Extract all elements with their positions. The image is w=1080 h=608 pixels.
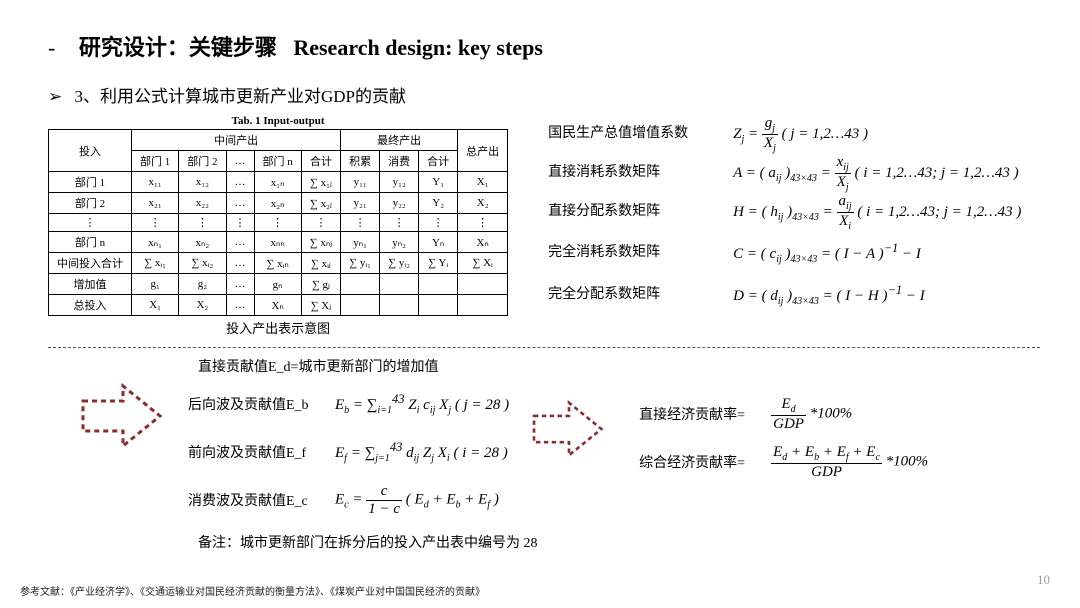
note-text: 备注：城市更新部门在拆分后的投入产出表中编号为 28	[48, 532, 1040, 552]
def-formula: A = ( aij )43×43 = xijXj ( i = 1,2…43; j…	[733, 154, 1018, 193]
subhead-text: 3、利用公式计算城市更新产业对GDP的贡献	[75, 87, 407, 106]
def-label: 直接分配系数矩阵	[548, 194, 703, 230]
def-row: 国民生产总值增值系数 Zj = gjXj ( j = 1,2…43 )	[548, 115, 1021, 154]
wave-formula: Ef = ∑j=143 dij Zj Xi ( i = 28 )	[335, 440, 508, 464]
slide-title: - 研究设计：关键步骤 Research design: key steps	[0, 0, 1080, 62]
footnote: 参考文献：《产业经济学》、《交通运输业对国民经济贡献的衡量方法》、《煤炭产业对中…	[20, 583, 485, 598]
title-en: Research design: key steps	[293, 35, 543, 60]
direct-contribution: 直接贡献值E_d=城市更新部门的增加值	[48, 356, 1040, 376]
title-dash: -	[48, 35, 55, 60]
table-footer: 投入产出表示意图	[48, 318, 508, 337]
rate-formula: Ed + Eb + Ef + EcGDP *100%	[771, 444, 928, 481]
wave-formula: Ec = c1 − c ( Ed + Eb + Ef )	[335, 483, 499, 517]
def-row: 完全消耗系数矩阵 C = ( cij )43×43 = ( I − A )−1 −…	[548, 232, 1021, 274]
def-label: 直接消耗系数矩阵	[548, 155, 703, 191]
wave-line: 前向波及贡献值E_f Ef = ∑j=143 dij Zj Xi ( i = 28…	[188, 432, 509, 472]
def-row: 直接分配系数矩阵 H = ( hij )43×43 = aijXi ( i = 1…	[548, 193, 1021, 232]
def-row: 直接消耗系数矩阵 A = ( aij )43×43 = xijXj ( i = 1…	[548, 154, 1021, 193]
wave-formula: Eb = ∑i=143 Zi cij Xj ( j = 28 )	[335, 392, 509, 416]
title-cn: 研究设计：关键步骤	[79, 35, 277, 60]
rate-formulas: 直接经济贡献率= EdGDP *100% 综合经济贡献率= Ed + Eb + Ef …	[639, 386, 928, 490]
wave-label: 后向波及贡献值E_b	[188, 394, 323, 414]
wave-formulas: 后向波及贡献值E_b Eb = ∑i=143 Zi cij Xj ( j = 28…	[188, 376, 509, 528]
bullet-marker: ➢	[48, 87, 62, 107]
section-subhead: ➢ 3、利用公式计算城市更新产业对GDP的贡献	[0, 62, 1080, 107]
def-formula: H = ( hij )43×43 = aijXi ( i = 1,2…43; j…	[733, 193, 1021, 232]
arrow-icon	[529, 394, 619, 454]
wave-label: 消费波及贡献值E_c	[188, 490, 323, 510]
wave-line: 消费波及贡献值E_c Ec = c1 − c ( Ed + Eb + Ef )	[188, 480, 509, 520]
def-formula: D = ( dij )43×43 = ( I − H )−1 − I	[733, 274, 925, 316]
page-number: 10	[1037, 572, 1050, 588]
def-label: 完全分配系数矩阵	[548, 277, 703, 313]
def-label: 国民生产总值增值系数	[548, 116, 703, 152]
arrow-icon	[78, 376, 168, 436]
def-formula: Zj = gjXj ( j = 1,2…43 )	[733, 115, 868, 154]
rate-label: 综合经济贡献率=	[639, 452, 759, 472]
wave-line: 后向波及贡献值E_b Eb = ∑i=143 Zi cij Xj ( j = 28…	[188, 384, 509, 424]
rate-line: 直接经济贡献率= EdGDP *100%	[639, 394, 928, 434]
def-formula: C = ( cij )43×43 = ( I − A )−1 − I	[733, 232, 921, 274]
io-table-wrap: Tab. 1 Input-output 投入中间产出最终产出总产出部门 1部门 …	[48, 115, 508, 337]
wave-label: 前向波及贡献值E_f	[188, 442, 323, 462]
rate-formula: EdGDP *100%	[771, 396, 852, 433]
coefficient-definitions: 国民生产总值增值系数Zj = gjXj ( j = 1,2…43 )直接消耗系数…	[548, 115, 1021, 337]
divider-line	[48, 347, 1040, 348]
table-caption: Tab. 1 Input-output	[48, 115, 508, 127]
rate-line: 综合经济贡献率= Ed + Eb + Ef + EcGDP *100%	[639, 442, 928, 482]
def-row: 完全分配系数矩阵 D = ( dij )43×43 = ( I − H )−1 −…	[548, 274, 1021, 316]
def-label: 完全消耗系数矩阵	[548, 235, 703, 271]
io-table: 投入中间产出最终产出总产出部门 1部门 2…部门 n合计积累消费合计部门 1x₁…	[48, 129, 508, 316]
rate-label: 直接经济贡献率=	[639, 404, 759, 424]
